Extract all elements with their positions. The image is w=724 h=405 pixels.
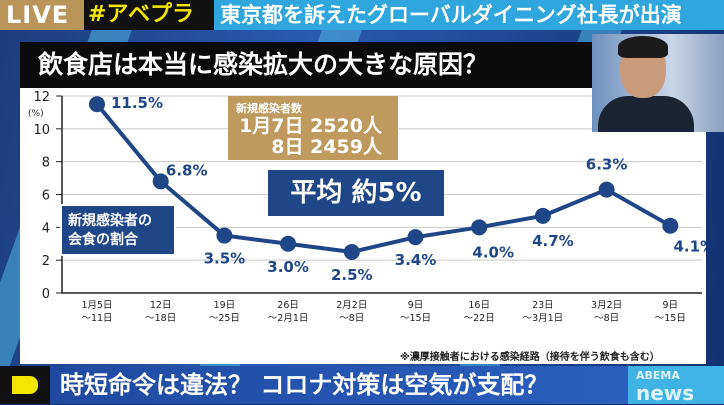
bottom-bar: 時短命令は違法？ コロナ対策は空気が支配？ ABEMA news bbox=[0, 366, 724, 404]
data-label: 4.1% bbox=[673, 238, 706, 256]
y-tick-label: 8 bbox=[42, 156, 50, 171]
y-tick-label: 0 bbox=[42, 287, 50, 302]
data-label: 3.5% bbox=[204, 250, 246, 268]
logo-news: news bbox=[636, 381, 695, 405]
x-tick-label: 23日 bbox=[532, 300, 554, 311]
y-tick-label: 4 bbox=[42, 221, 50, 236]
data-point bbox=[343, 243, 360, 260]
y-tick-label: 12 bbox=[33, 90, 50, 105]
headline: 東京都を訴えたグローバルダイニング社長が出演 bbox=[214, 0, 724, 30]
guest-hair bbox=[618, 36, 668, 58]
line-chart: 0 2 4 6 8 10 12 (%) 1月5日 ～11日 12日 ～18日 19日 ～25日 26日 ～2月… bbox=[28, 90, 706, 324]
data-label: 2.5% bbox=[331, 266, 373, 284]
data-label: 3.0% bbox=[267, 258, 309, 276]
data-label: 3.4% bbox=[395, 251, 437, 269]
x-tick-label: ～18日 bbox=[145, 313, 176, 324]
x-tick-label: 16日 bbox=[468, 300, 490, 311]
series-label-line1: 新規感染者の bbox=[68, 213, 152, 229]
new-cases-label: 新規感染者数 bbox=[236, 102, 302, 115]
data-point bbox=[152, 173, 169, 190]
guest-video bbox=[592, 34, 724, 132]
x-tick-label: ～11日 bbox=[81, 313, 112, 324]
y-tick-label: 2 bbox=[42, 254, 50, 269]
new-cases-line1: 1月7日 2520人 bbox=[239, 115, 382, 137]
x-tick-label: ～22日 bbox=[464, 313, 495, 324]
data-point bbox=[534, 207, 551, 224]
hashtag: #アベプラ bbox=[84, 0, 214, 30]
x-tick-label: ～8日 bbox=[594, 313, 619, 324]
x-tick-label: ～15日 bbox=[655, 313, 686, 324]
data-label: 4.7% bbox=[532, 232, 574, 250]
new-cases-box: 新規感染者数 1月7日 2520人 8日 2459人 bbox=[228, 96, 398, 160]
flag-icon bbox=[12, 376, 38, 394]
chart-title: 飲食店は本当に感染拡大の大きな原因？ bbox=[20, 42, 592, 88]
data-label: 11.5% bbox=[111, 94, 163, 112]
data-point bbox=[407, 229, 424, 246]
footnote: ※濃厚接触者における感染経路（接待を伴う飲食も含む） bbox=[400, 352, 660, 363]
data-point bbox=[216, 227, 233, 244]
y-axis-unit: (%) bbox=[28, 109, 44, 119]
bottom-caption: 時短命令は違法？ コロナ対策は空気が支配？ bbox=[50, 366, 628, 404]
data-label: 6.3% bbox=[586, 156, 628, 174]
data-point bbox=[598, 181, 615, 198]
data-label: 6.8% bbox=[166, 161, 208, 179]
logo-abema: ABEMA bbox=[636, 369, 680, 382]
x-tick-label: ～2月1日 bbox=[268, 313, 309, 324]
data-point bbox=[471, 219, 488, 236]
x-tick-label: ～3月1日 bbox=[523, 313, 564, 324]
x-tick-label: 12日 bbox=[150, 300, 172, 311]
x-tick-label: ～25日 bbox=[209, 313, 240, 324]
x-tick-label: 2月2日 bbox=[336, 300, 367, 311]
series-label-box: 新規感染者の 会食の割合 bbox=[60, 204, 176, 256]
flag-box bbox=[0, 366, 50, 404]
average-box: 平均 約5% bbox=[268, 170, 444, 216]
x-tick-label: 9日 bbox=[408, 300, 424, 311]
data-label: 4.0% bbox=[472, 243, 514, 261]
x-tick-label: ～15日 bbox=[400, 313, 431, 324]
x-tick-label: 9日 bbox=[663, 300, 679, 311]
x-tick-label: 19日 bbox=[214, 300, 236, 311]
abema-news-logo: ABEMA news bbox=[628, 366, 724, 404]
new-cases-line2: 8日 2459人 bbox=[271, 136, 382, 158]
guest-suit bbox=[598, 96, 694, 132]
data-point bbox=[662, 217, 679, 234]
live-badge: LIVE bbox=[0, 0, 84, 30]
series-label-line2: 会食の割合 bbox=[68, 232, 138, 248]
data-point bbox=[89, 96, 105, 113]
y-tick-label: 10 bbox=[33, 123, 50, 138]
x-tick-label: 3月2日 bbox=[591, 300, 622, 311]
top-bar: LIVE #アベプラ 東京都を訴えたグローバルダイニング社長が出演 bbox=[0, 0, 724, 30]
x-tick-label: 1月5日 bbox=[81, 300, 112, 311]
x-tick-label: 26日 bbox=[277, 300, 299, 311]
data-point bbox=[280, 235, 297, 252]
x-tick-label: ～8日 bbox=[339, 313, 364, 324]
y-tick-label: 6 bbox=[42, 189, 50, 204]
series-line bbox=[95, 102, 672, 254]
